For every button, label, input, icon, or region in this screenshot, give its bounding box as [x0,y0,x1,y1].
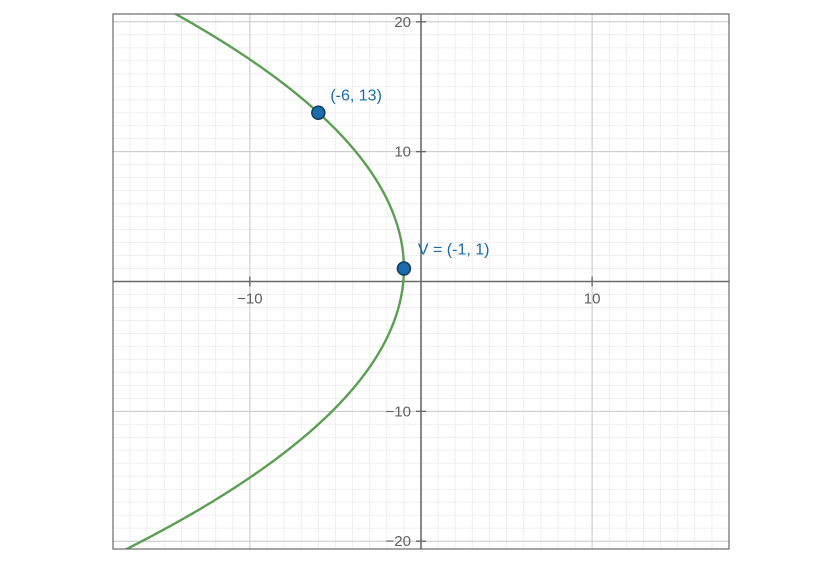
y-tick-label: −20 [386,533,411,550]
point-label: (-6, 13) [330,88,382,105]
y-tick-label: −10 [386,403,411,420]
y-tick-label: 10 [394,144,411,161]
x-tick-label: −10 [237,291,262,308]
parabola-chart: −10 10 20 10 −10 −20 (-6, 13) V = (-1, 1) [0,0,840,561]
point-label: V = (-1, 1) [418,242,490,259]
plotted-point [397,262,410,275]
plotted-point [312,106,325,119]
x-tick-label: 10 [584,291,601,308]
y-tick-label: 20 [394,14,411,31]
